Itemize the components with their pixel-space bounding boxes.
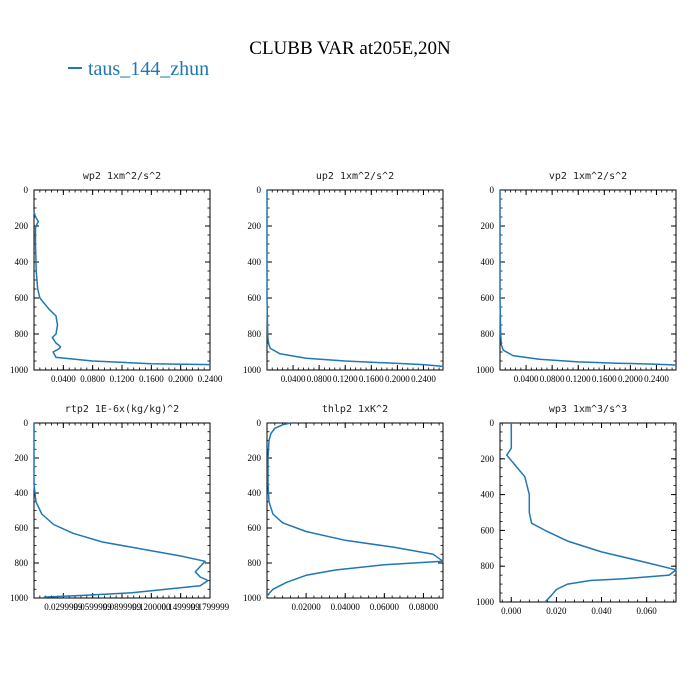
x-tick-label: 0.0299999 [44, 602, 83, 612]
plot-frame [266, 422, 444, 599]
legend-line-swatch [68, 67, 82, 70]
x-tick-label: 0.020 [546, 606, 567, 616]
y-tick-label: 0 [490, 185, 495, 195]
x-tick-label: 0.08000 [409, 602, 439, 612]
x-tick-label: 0.0400 [51, 374, 76, 384]
y-tick-label: 1000 [10, 593, 29, 603]
y-tick-label: 600 [481, 525, 495, 535]
series-line [499, 190, 677, 366]
y-tick-label: 200 [15, 221, 29, 231]
panel-title: thlp2 1xK^2 [322, 404, 388, 415]
series-line [266, 190, 444, 368]
legend: taus_144_zhun [68, 58, 209, 81]
x-tick-label: 0.1600 [592, 374, 617, 384]
x-tick-label: 0.000 [501, 606, 522, 616]
y-tick-label: 400 [248, 257, 262, 267]
y-tick-label: 800 [15, 558, 29, 568]
x-tick-label: 0.1200 [566, 374, 591, 384]
plot-frame [33, 189, 211, 371]
x-tick-label: 0.2400 [411, 374, 436, 384]
y-tick-label: 200 [481, 454, 495, 464]
y-tick-label: 0 [490, 418, 495, 428]
y-tick-label: 200 [248, 221, 262, 231]
x-tick-label: 0.0400 [514, 374, 539, 384]
panel-title: up2 1xm^2/s^2 [316, 171, 394, 182]
x-tick-label: 0.06000 [370, 602, 400, 612]
x-tick-label: 0.1200 [110, 374, 135, 384]
y-tick-label: 1000 [243, 365, 262, 375]
y-tick-label: 1000 [243, 593, 262, 603]
x-tick-label: 0.0400 [281, 374, 306, 384]
x-tick-label: 0.0800 [540, 374, 565, 384]
x-tick-label: 0.04000 [331, 602, 361, 612]
y-tick-label: 600 [481, 293, 495, 303]
y-tick-label: 800 [481, 329, 495, 339]
y-tick-label: 400 [481, 490, 495, 500]
x-tick-label: 0.02000 [291, 602, 321, 612]
y-tick-label: 800 [481, 561, 495, 571]
legend-label: taus_144_zhun [88, 58, 210, 80]
x-tick-label: 0.2000 [168, 374, 193, 384]
y-tick-label: 1000 [10, 365, 29, 375]
figure-title: CLUBB VAR at205E,20N [249, 38, 451, 59]
x-tick-label: 0.2400 [198, 374, 223, 384]
panel-title: vp2 1xm^2/s^2 [549, 171, 627, 182]
y-tick-label: 600 [248, 523, 262, 533]
x-tick-label: 0.1499999 [162, 602, 201, 612]
y-tick-label: 200 [248, 453, 262, 463]
x-tick-label: 0.0599999 [74, 602, 113, 612]
y-tick-label: 1000 [476, 597, 495, 607]
y-tick-label: 0 [257, 418, 262, 428]
y-tick-label: 400 [15, 257, 29, 267]
y-tick-label: 400 [15, 488, 29, 498]
x-tick-label: 0.2400 [644, 374, 669, 384]
x-tick-label: 0.2000 [385, 374, 410, 384]
panel-title: rtp2 1E-6x(kg/kg)^2 [65, 404, 179, 415]
plot-frame [499, 422, 677, 603]
x-tick-label: 0.1200 [333, 374, 358, 384]
plot-frame [266, 189, 444, 371]
panel-title: wp2 1xm^2/s^2 [83, 171, 161, 182]
x-tick-label: 0.0800 [80, 374, 105, 384]
series-line [506, 423, 677, 603]
y-tick-label: 800 [15, 329, 29, 339]
panel-title: wp3 1xm^3/s^3 [549, 404, 627, 415]
x-tick-label: 0.0899999 [103, 602, 142, 612]
y-tick-label: 200 [481, 221, 495, 231]
x-tick-label: 0.2000 [618, 374, 643, 384]
x-tick-label: 0.1799999 [191, 602, 230, 612]
y-tick-label: 200 [15, 453, 29, 463]
y-tick-label: 800 [248, 329, 262, 339]
y-tick-label: 0 [24, 418, 29, 428]
x-tick-label: 0.060 [637, 606, 658, 616]
y-tick-label: 0 [257, 185, 262, 195]
x-tick-label: 0.1200000 [132, 602, 171, 612]
x-tick-label: 0.0800 [307, 374, 332, 384]
y-tick-label: 1000 [476, 365, 495, 375]
y-tick-label: 0 [24, 185, 29, 195]
x-tick-label: 0.1600 [359, 374, 384, 384]
y-tick-label: 400 [248, 488, 262, 498]
plot-frame [499, 189, 677, 371]
series-line [267, 422, 444, 596]
plot-frame [33, 422, 211, 599]
y-tick-label: 400 [481, 257, 495, 267]
series-line [33, 423, 209, 598]
y-tick-label: 600 [248, 293, 262, 303]
y-tick-label: 600 [15, 293, 29, 303]
x-tick-label: 0.1600 [139, 374, 164, 384]
series-line [33, 211, 211, 366]
y-tick-label: 600 [15, 523, 29, 533]
y-tick-label: 800 [248, 558, 262, 568]
x-tick-label: 0.040 [591, 606, 612, 616]
